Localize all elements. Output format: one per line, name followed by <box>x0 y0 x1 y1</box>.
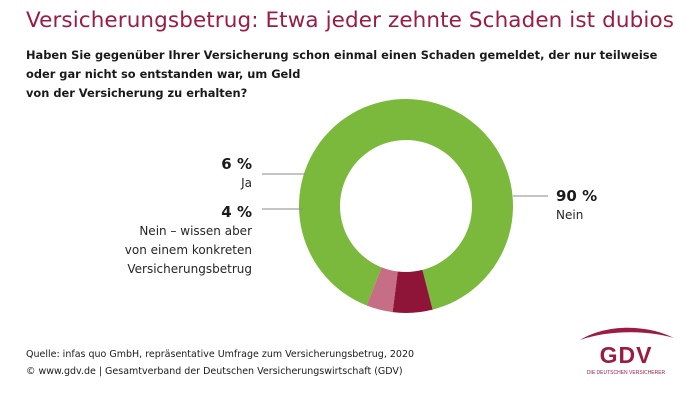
slice-label-nein-wissen-line: Nein – wissen aber <box>139 224 252 238</box>
slice-label-ja: Ja <box>241 176 252 190</box>
logo-tagline: DIE DEUTSCHEN VERSICHERER <box>587 370 666 376</box>
label-nein: 90 % Nein <box>556 186 597 225</box>
slice-nein-wissen <box>366 267 398 313</box>
label-ja: 6 % Ja <box>0 154 252 193</box>
copyright-line: © www.gdv.de | Gesamtverband der Deutsch… <box>26 366 403 377</box>
slice-nein <box>299 99 513 310</box>
label-nein-wissen: 4 % Nein – wissen aber von einem konkret… <box>0 202 252 279</box>
logo-swoosh <box>580 327 674 340</box>
gdv-logo: GDV DIE DEUTSCHEN VERSICHERER <box>580 327 674 376</box>
logo-wordmark: GDV <box>600 342 653 368</box>
slice-label-nein-wissen-line: Versicherungsbetrug <box>127 262 252 276</box>
slice-ja <box>392 269 433 314</box>
source-note: Quelle: infas quo GmbH, repräsentative U… <box>26 346 414 380</box>
slice-label-nein: Nein <box>556 208 584 222</box>
question-line: Haben Sie gegenüber Ihrer Versicherung s… <box>26 48 658 62</box>
source-line: Quelle: infas quo GmbH, repräsentative U… <box>26 349 415 360</box>
slice-percent-nein: 90 % <box>556 187 598 205</box>
survey-question: Haben Sie gegenüber Ihrer Versicherung s… <box>26 46 666 103</box>
slice-label-nein-wissen-line: von einem konkreten <box>124 243 252 257</box>
slice-percent-ja: 6 % <box>221 155 252 173</box>
question-line: von der Versicherung zu erhalten? <box>26 86 248 100</box>
slice-percent-nein-wissen: 4 % <box>221 203 252 221</box>
chart-title: Versicherungsbetrug: Etwa jeder zehnte S… <box>26 8 675 33</box>
question-line: oder gar nicht so entstanden war, um Gel… <box>26 67 301 81</box>
